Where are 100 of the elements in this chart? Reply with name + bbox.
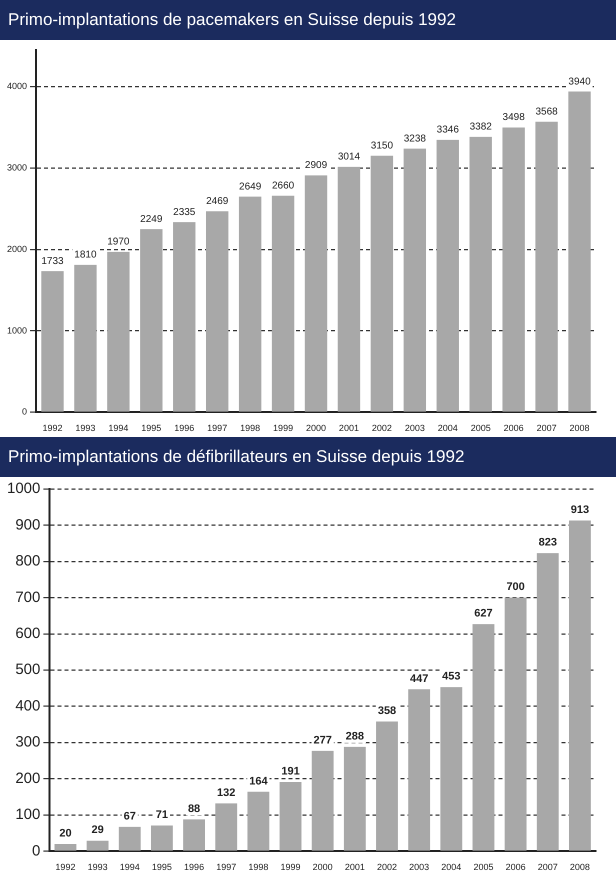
bar: [74, 264, 97, 412]
y-tick-label: 200: [15, 770, 40, 787]
x-tick-label: 1995: [141, 423, 162, 434]
x-tick-label: 1992: [42, 423, 63, 434]
bar: [183, 819, 205, 851]
bar: [215, 803, 238, 851]
x-tick-label: 2001: [344, 862, 365, 872]
bar: [338, 166, 360, 412]
bar: [568, 92, 591, 412]
data-label: 358: [378, 705, 396, 718]
data-label: 132: [217, 786, 236, 799]
data-label: 2469: [206, 196, 229, 207]
bar: [173, 222, 196, 412]
x-tick-label: 2008: [570, 423, 590, 434]
x-tick-label: 1999: [280, 862, 301, 872]
bar: [54, 844, 76, 851]
x-tick-label: 2000: [306, 423, 326, 434]
data-label: 3940: [568, 76, 592, 88]
x-tick-label: 1997: [216, 862, 236, 872]
data-label: 2649: [239, 181, 262, 192]
bar: [344, 746, 366, 851]
bar: [535, 122, 558, 412]
data-label: 71: [156, 809, 168, 822]
data-label: 2660: [272, 180, 295, 192]
y-tick-label: 300: [15, 734, 40, 751]
bar: [150, 825, 173, 851]
x-tick-label: 2006: [504, 423, 524, 434]
data-label: 1733: [41, 256, 64, 267]
data-label: 3346: [436, 124, 460, 136]
x-tick-label: 1998: [248, 862, 268, 872]
bar: [247, 792, 270, 851]
bar: [436, 140, 459, 412]
bar: [408, 689, 430, 851]
x-tick-label: 2004: [441, 862, 462, 872]
x-tick-label: 2000: [312, 862, 333, 872]
bar: [107, 252, 130, 412]
x-tick-label: 2005: [470, 423, 491, 434]
data-label: 3382: [470, 122, 492, 133]
bar: [140, 229, 163, 412]
data-label: 20: [59, 827, 72, 840]
x-tick-label: 1997: [207, 423, 228, 434]
x-tick-label: 2003: [404, 423, 425, 434]
y-tick-label: 0: [22, 406, 28, 417]
data-label: 1810: [74, 250, 97, 261]
x-tick-label: 2007: [538, 862, 558, 872]
x-tick-label: 1999: [273, 423, 294, 434]
bar: [118, 826, 141, 851]
x-tick-label: 1995: [152, 862, 172, 872]
data-label: 1970: [107, 236, 130, 248]
x-tick-label: 1993: [88, 862, 108, 872]
data-label: 823: [538, 536, 557, 549]
bar: [280, 782, 302, 851]
y-tick-label: 100: [15, 806, 40, 824]
y-tick-label: 0: [32, 842, 40, 860]
data-label: 191: [281, 766, 300, 778]
y-tick-label: 700: [15, 588, 40, 606]
y-tick-label: 900: [15, 516, 40, 534]
data-label: 2909: [304, 160, 328, 172]
chart-title: Primo-implantations de défibrillateurs en Suisse depuis 1992: [0, 437, 616, 477]
data-label: 67: [124, 810, 136, 822]
data-label: 3150: [370, 140, 394, 152]
bar: [404, 148, 426, 412]
x-tick-label: 1993: [75, 423, 96, 434]
y-tick-label: 400: [15, 697, 40, 714]
x-tick-label: 1994: [120, 862, 140, 872]
y-tick-label: 600: [15, 625, 40, 642]
x-tick-label: 1992: [55, 862, 76, 872]
bar: [206, 211, 228, 412]
x-tick-label: 2001: [338, 423, 359, 434]
bar: [86, 840, 109, 851]
x-tick-label: 1994: [108, 423, 128, 434]
bar: [312, 750, 334, 851]
y-tick-label: 3000: [6, 162, 28, 173]
bar: [370, 156, 394, 412]
x-tick-label: 2007: [536, 423, 557, 434]
bar: [238, 196, 262, 412]
data-label: 627: [474, 608, 493, 620]
data-label: 2249: [140, 214, 163, 225]
data-label: 88: [188, 802, 200, 815]
bar: [472, 624, 494, 851]
x-tick-label: 2002: [376, 862, 398, 872]
data-label: 913: [570, 504, 590, 516]
x-tick-label: 2002: [372, 423, 392, 434]
x-tick-label: 1998: [240, 423, 260, 434]
bar: [376, 722, 398, 851]
y-tick-label: 1000: [6, 480, 40, 498]
data-label: 453: [442, 670, 460, 683]
x-tick-label: 1996: [184, 862, 204, 872]
data-label: 277: [314, 734, 332, 746]
x-tick-label: 2005: [473, 862, 494, 872]
data-label: 700: [506, 581, 525, 594]
data-label: 29: [91, 824, 104, 836]
bar: [568, 520, 591, 851]
data-label: 3238: [404, 133, 426, 144]
y-tick-label: 500: [15, 661, 40, 678]
x-tick-label: 2008: [570, 862, 590, 872]
data-label: 2335: [173, 206, 196, 218]
chart-title: Primo-implantations de pacemakers en Suisse depuis 1992: [0, 0, 616, 40]
y-tick-label: 2000: [6, 244, 28, 254]
y-tick-label: 1000: [6, 325, 28, 336]
